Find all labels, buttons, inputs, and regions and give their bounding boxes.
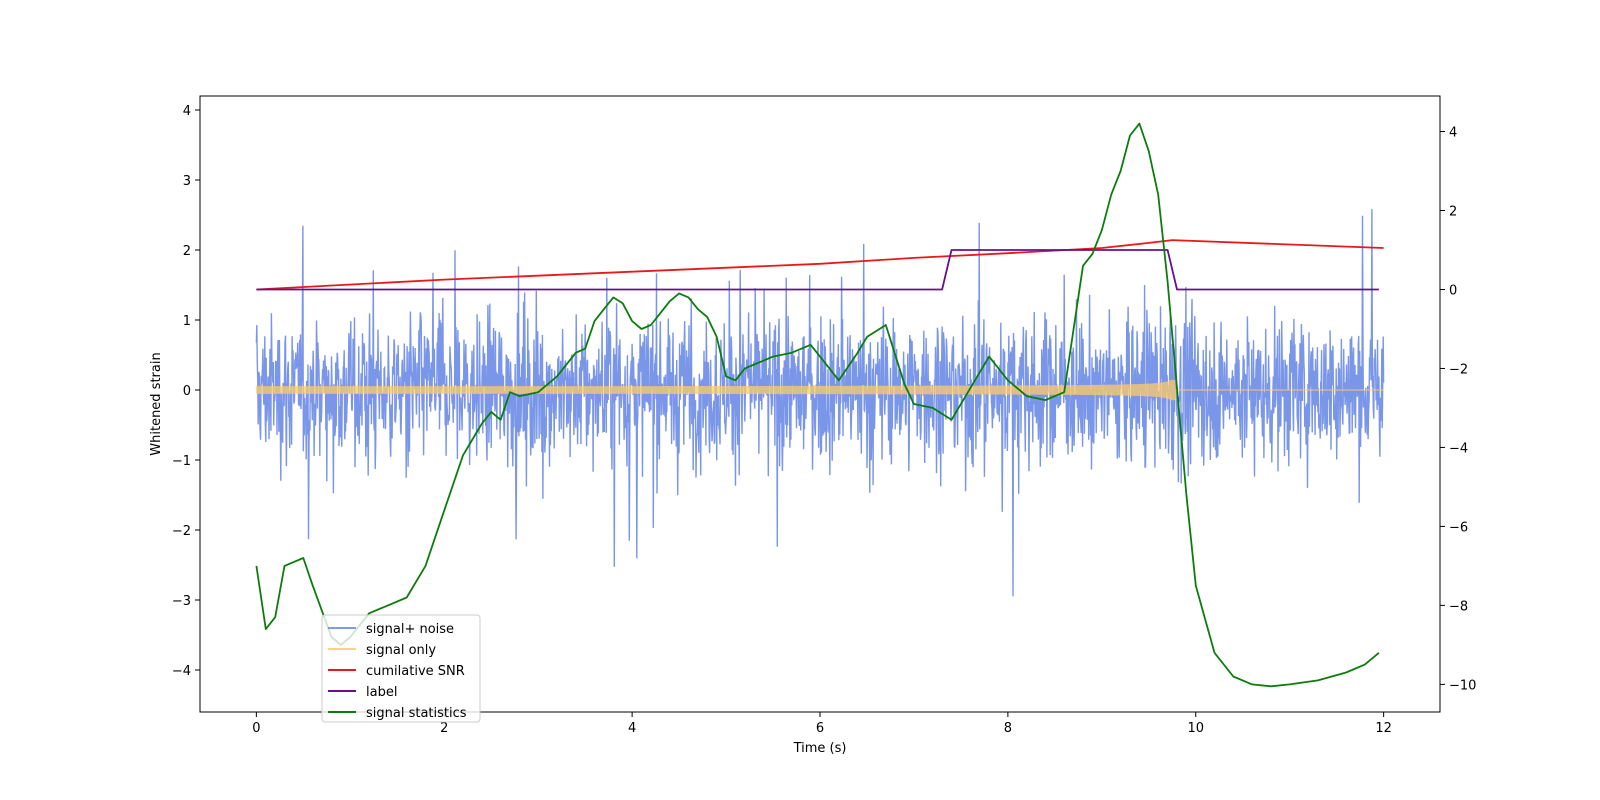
series-label	[256, 249, 1379, 291]
x-tick-label: 2	[440, 721, 448, 736]
y-tick-label: 4	[183, 104, 191, 119]
legend-label: label	[366, 685, 397, 700]
y2-tick-label: −4	[1449, 441, 1468, 456]
series-signal-only	[255, 379, 1384, 401]
series-cumulative-snr	[256, 239, 1384, 291]
legend-label: signal statistics	[366, 706, 467, 721]
y-tick-label: −4	[172, 664, 191, 679]
legend-label: signal+ noise	[366, 622, 454, 637]
y-tick-label: −3	[172, 594, 191, 609]
y2-tick-label: −6	[1449, 520, 1468, 535]
x-tick-label: 10	[1187, 721, 1204, 736]
y2-tick-label: −8	[1449, 599, 1468, 614]
y-axis-label: Whitened strain	[149, 352, 164, 455]
x-tick-label: 8	[1004, 721, 1012, 736]
y2-tick-label: 2	[1449, 205, 1457, 220]
y-tick-label: −1	[172, 454, 191, 469]
x-tick-label: 0	[252, 721, 260, 736]
y-tick-label: 1	[183, 314, 191, 329]
legend: signal+ noise signal only cumilative SNR la…	[321, 614, 481, 723]
x-tick-label: 4	[628, 721, 636, 736]
legend-box	[321, 614, 481, 723]
y2-tick-label: −10	[1449, 678, 1476, 693]
x-tick-label: 6	[816, 721, 824, 736]
y2-tick-label: −2	[1449, 362, 1468, 377]
y-tick-label: 3	[183, 174, 191, 189]
series-signal-noise	[255, 209, 1385, 597]
series-signal-statistics	[255, 122, 1380, 688]
plot-area	[255, 122, 1385, 688]
y-tick-label: 0	[183, 384, 191, 399]
x-axis-label: Time (s)	[793, 741, 847, 756]
legend-label: signal only	[366, 643, 436, 658]
y-tick-label: −2	[172, 524, 191, 539]
y2-tick-label: 0	[1449, 283, 1457, 298]
legend-label: cumilative SNR	[366, 664, 465, 679]
y-tick-label: 2	[183, 244, 191, 259]
y2-tick-label: 4	[1449, 126, 1457, 141]
x-tick-label: 12	[1375, 721, 1392, 736]
